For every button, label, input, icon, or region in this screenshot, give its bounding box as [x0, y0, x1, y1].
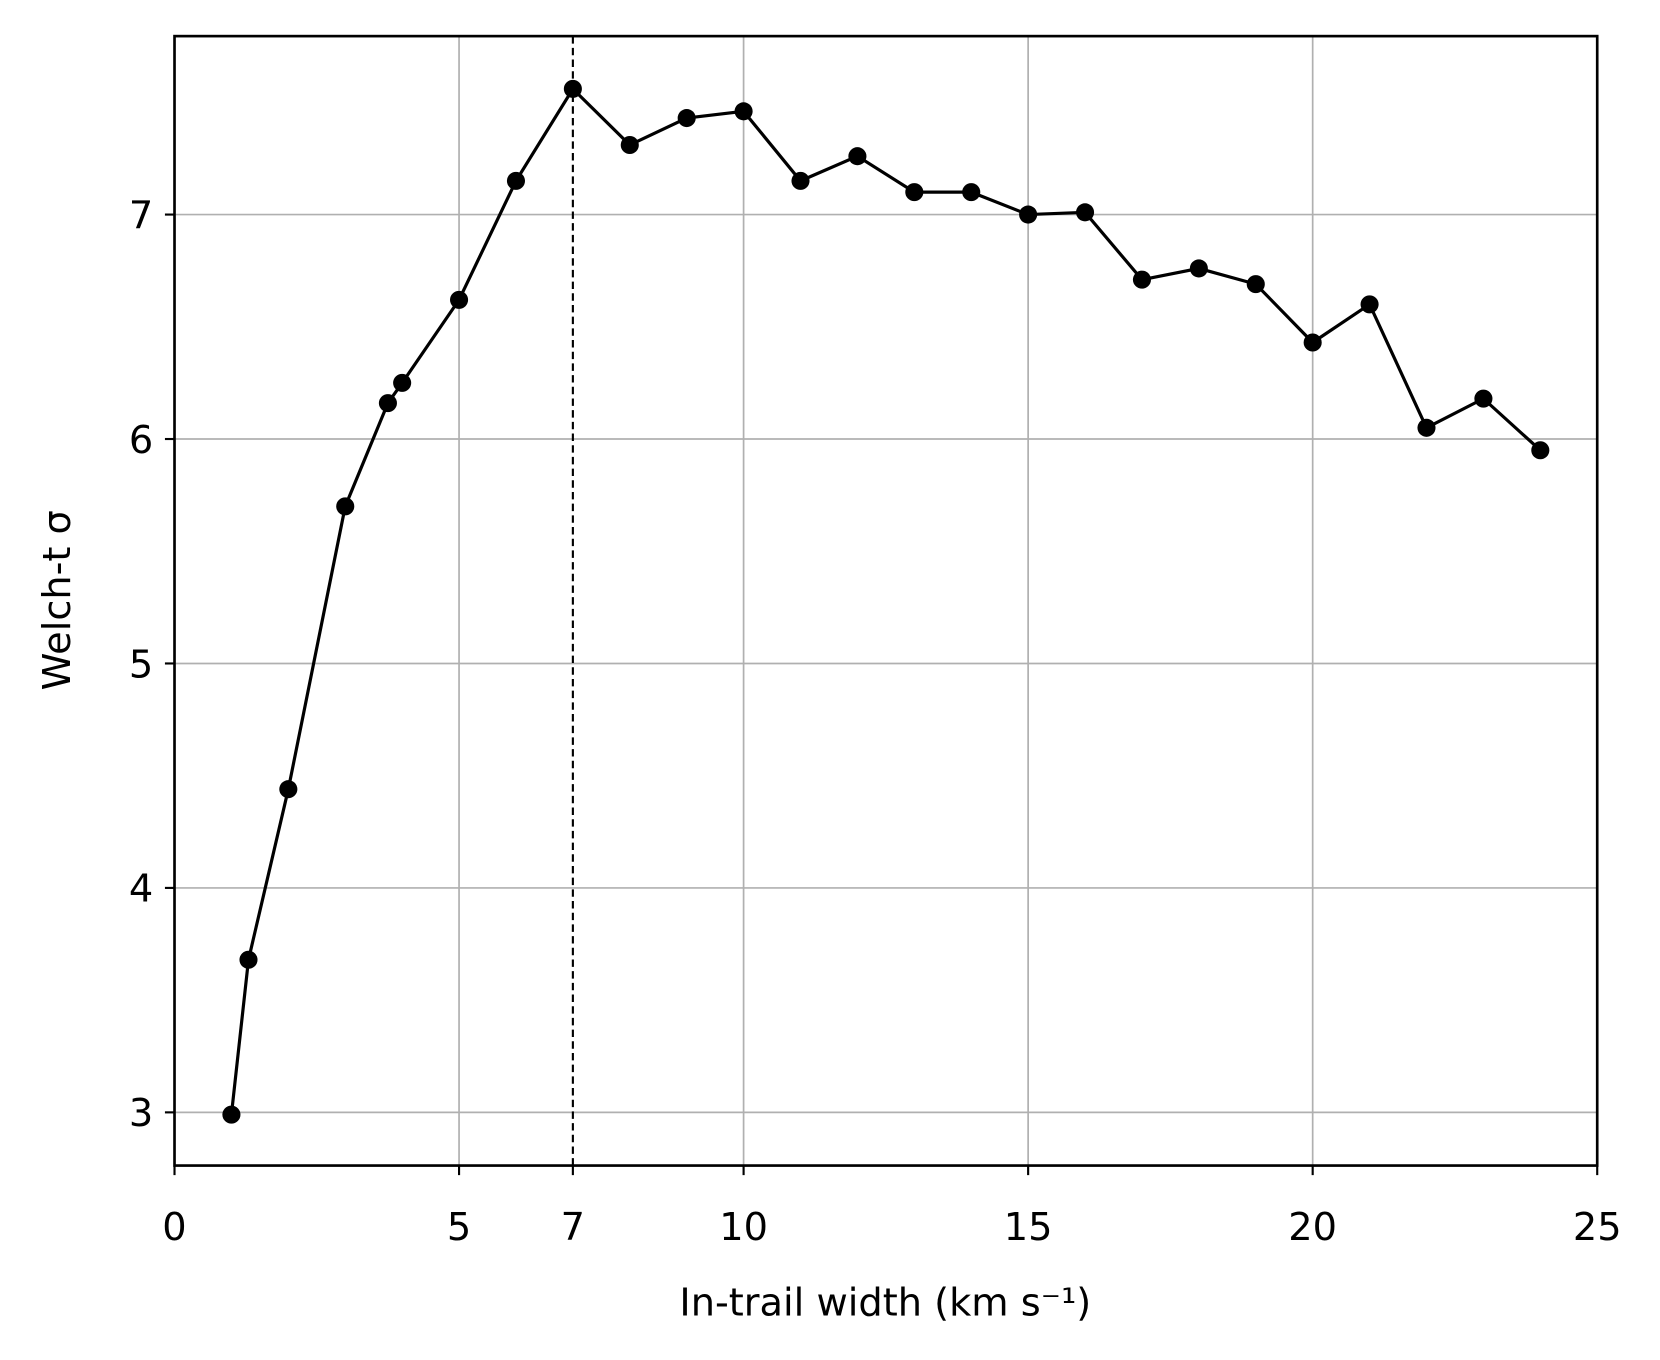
data-point	[962, 183, 981, 202]
data-point	[239, 950, 258, 969]
y-tick-label: 4	[129, 867, 153, 912]
x-axis-label: In-trail width (km s⁻¹)	[679, 1280, 1091, 1325]
data-point	[1474, 389, 1493, 408]
plot-frame	[173, 34, 1599, 1167]
data-point	[1246, 275, 1265, 294]
data-point	[848, 147, 867, 166]
data-point	[1531, 441, 1550, 460]
x-tick-label: 25	[1573, 1205, 1622, 1250]
data-point	[1019, 205, 1038, 224]
x-tick-label: 7	[561, 1205, 585, 1250]
y-tick-label: 6	[129, 418, 153, 463]
series-line	[229, 86, 1542, 1115]
data-point	[677, 109, 696, 128]
data-point	[734, 102, 753, 121]
x-tick-label: 5	[447, 1205, 471, 1250]
y-tick-label: 3	[129, 1091, 153, 1136]
data-point	[1075, 203, 1095, 222]
data-point	[791, 171, 810, 190]
x-tick-label: 15	[1004, 1205, 1053, 1250]
x-tick-label: 20	[1288, 1205, 1337, 1250]
data-point	[620, 135, 639, 155]
data-point	[563, 79, 582, 98]
data-point	[1189, 259, 1208, 278]
data-point	[336, 497, 355, 516]
x-tick-label: 0	[162, 1205, 186, 1250]
data-point	[222, 1105, 241, 1124]
data-point	[279, 780, 298, 799]
data-point	[905, 183, 924, 202]
data-point	[1303, 333, 1322, 352]
y-tick-label: 7	[129, 193, 153, 238]
y-axis-label: Welch-t σ	[35, 510, 80, 690]
data-point	[450, 290, 469, 309]
data-point	[506, 171, 526, 190]
data-point	[1417, 418, 1436, 437]
data-point	[1360, 295, 1379, 314]
data-point	[1132, 270, 1151, 289]
y-tick-label: 5	[129, 642, 153, 687]
data-point	[378, 394, 397, 413]
data-point	[393, 373, 412, 392]
x-tick-label: 10	[719, 1205, 768, 1250]
